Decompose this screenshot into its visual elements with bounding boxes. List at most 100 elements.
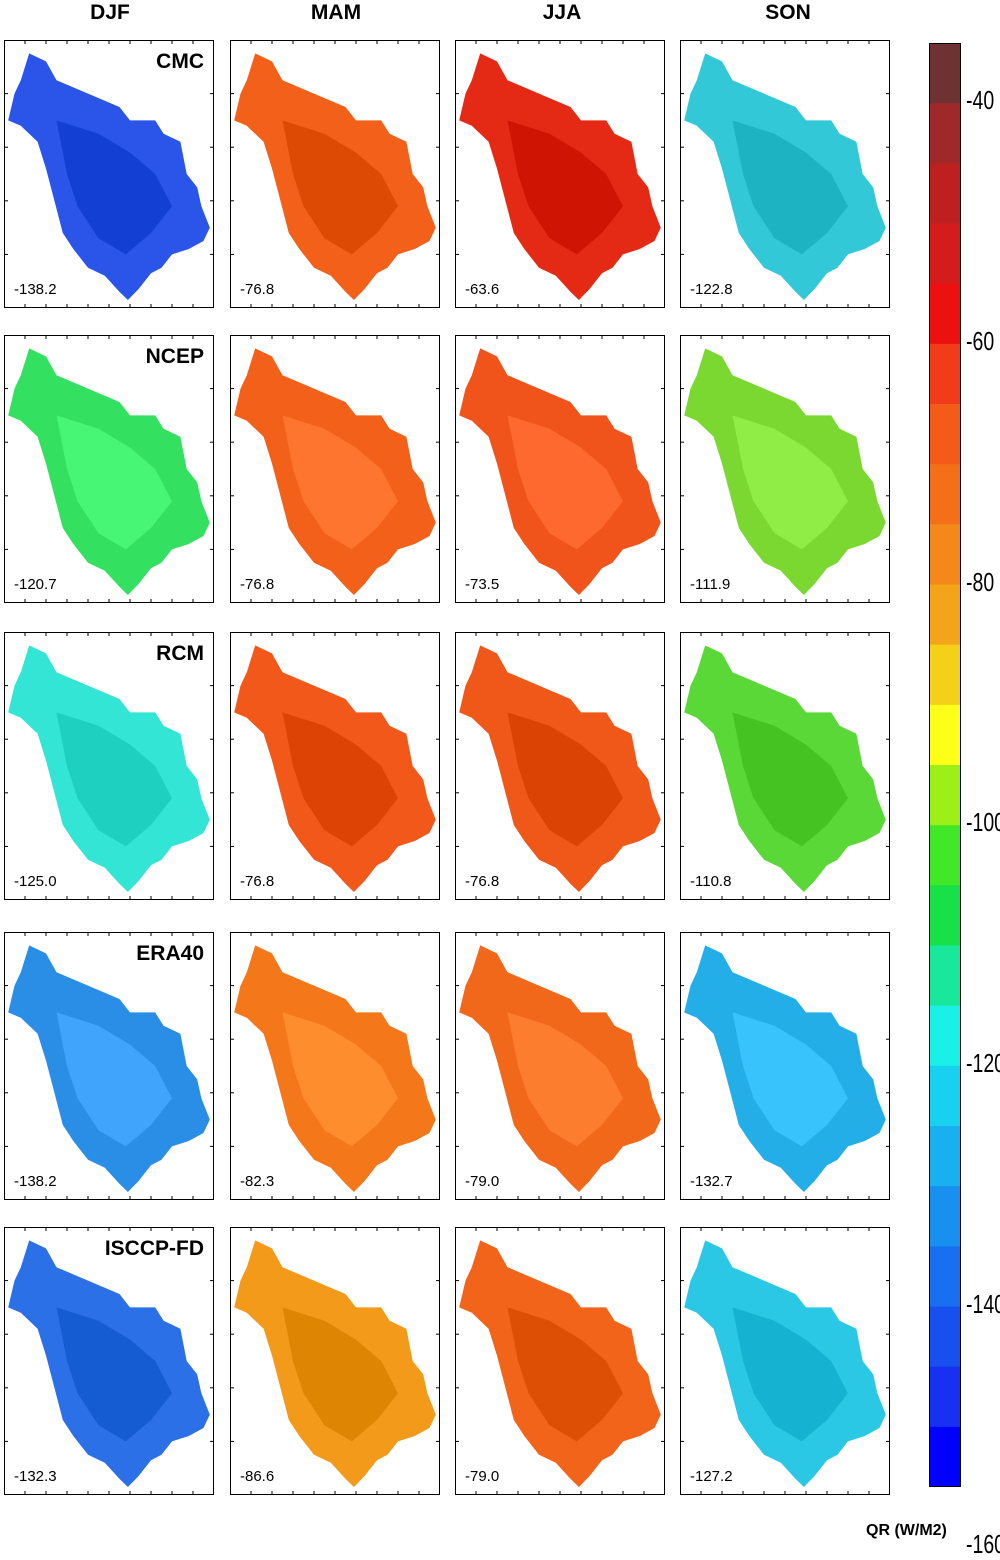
basin-contour [56,1307,172,1442]
map-panel-ncep-djf: NCEP -120.7 [4,335,214,603]
basin-contour [282,1012,398,1147]
map-panel-era40-jja: -79.0 [455,932,665,1200]
colorbar-segment [929,825,961,886]
map-panel-rcm-son: -110.8 [680,632,890,900]
map-svg [680,40,890,308]
area-mean-value: -63.6 [465,281,500,298]
colorbar-segment [929,464,961,525]
colorbar [929,43,961,1488]
colorbar-segment [929,885,961,947]
season-header-djf: DJF [90,1,130,24]
season-header-son: SON [765,1,811,24]
model-label-era40: ERA40 [136,942,204,965]
map-svg [455,632,665,900]
area-mean-value: -111.9 [690,576,731,593]
basin-contour [282,1307,398,1442]
colorbar-units: QR (W/M2) [866,1522,947,1539]
map-svg [680,1227,890,1495]
map-svg [4,335,214,603]
colorbar-segment [929,1366,961,1428]
map-panel-isccp-fd-mam: -86.6 [230,1227,440,1495]
colorbar-segment [929,524,961,586]
map-panel-cmc-djf: CMC -138.2 [4,40,214,308]
basin-contour [56,120,172,255]
area-mean-value: -76.8 [240,873,275,890]
colorbar-segment [929,765,961,826]
map-panel-rcm-jja: -76.8 [455,632,665,900]
colorbar-segment [929,1426,961,1488]
map-panel-era40-son: -132.7 [680,932,890,1200]
colorbar-segment [929,1306,961,1368]
colorbar-segment [929,1065,961,1127]
map-svg [4,632,214,900]
map-svg [4,40,214,308]
map-panel-isccp-fd-son: -127.2 [680,1227,890,1495]
map-panel-cmc-son: -122.8 [680,40,890,308]
map-svg [230,632,440,900]
map-panel-ncep-mam: -76.8 [230,335,440,603]
basin-contour [732,1307,848,1442]
map-svg [230,1227,440,1495]
area-mean-value: -76.8 [240,281,275,298]
area-mean-value: -79.0 [465,1173,500,1190]
model-label-cmc: CMC [156,50,204,73]
area-mean-value: -125.0 [14,873,57,890]
area-mean-value: -138.2 [14,1173,57,1190]
map-svg [455,932,665,1200]
map-panel-ncep-jja: -73.5 [455,335,665,603]
colorbar-segment [929,43,961,104]
area-mean-value: -73.5 [465,576,500,593]
basin-contour [732,712,848,847]
area-mean-value: -132.3 [14,1468,57,1485]
area-mean-value: -79.0 [465,1468,500,1485]
basin-contour [282,415,398,550]
area-mean-value: -82.3 [240,1173,275,1190]
colorbar-segment [929,343,961,405]
map-svg [4,932,214,1200]
map-svg [230,932,440,1200]
colorbar-frame [929,43,961,1487]
map-panel-isccp-fd-djf: ISCCP-FD -132.3 [4,1227,214,1495]
area-mean-value: -86.6 [240,1468,275,1485]
colorbar-segment [929,945,961,1007]
basin-contour [507,1012,623,1147]
area-mean-value: -127.2 [690,1468,733,1485]
map-panel-rcm-djf: RCM -125.0 [4,632,214,900]
colorbar-segment [929,223,961,285]
map-svg [680,932,890,1200]
basin-contour [282,712,398,847]
colorbar-segment [929,163,961,225]
basin-contour [732,415,848,550]
area-mean-value: -76.8 [240,576,275,593]
map-svg [455,1227,665,1495]
area-mean-value: -138.2 [14,281,57,298]
model-label-ncep: NCEP [145,345,204,368]
map-panel-cmc-mam: -76.8 [230,40,440,308]
area-mean-value: -110.8 [690,873,732,890]
colorbar-segment [929,704,961,766]
colorbar-segment [929,103,961,164]
map-panel-rcm-mam: -76.8 [230,632,440,900]
map-svg [230,40,440,308]
map-svg [680,632,890,900]
colorbar-segment [929,404,961,465]
map-svg [4,1227,214,1495]
colorbar-label: -60 [966,325,995,356]
map-panel-ncep-son: -111.9 [680,335,890,603]
area-mean-value: -122.8 [690,281,733,298]
basin-contour [507,1307,623,1442]
basin-contour [507,415,623,550]
basin-contour [732,120,848,255]
basin-contour [56,1012,172,1147]
basin-contour [56,712,172,847]
colorbar-segment [929,1246,961,1308]
season-header-mam: MAM [310,1,362,24]
basin-contour [732,1012,848,1147]
basin-contour [507,712,623,847]
map-panel-era40-mam: -82.3 [230,932,440,1200]
area-mean-value: -132.7 [690,1173,733,1190]
map-panel-era40-djf: ERA40 -138.2 [4,932,214,1200]
colorbar-label: -140 [966,1288,1000,1319]
colorbar-label: -80 [966,566,995,597]
colorbar-segment [929,584,961,646]
